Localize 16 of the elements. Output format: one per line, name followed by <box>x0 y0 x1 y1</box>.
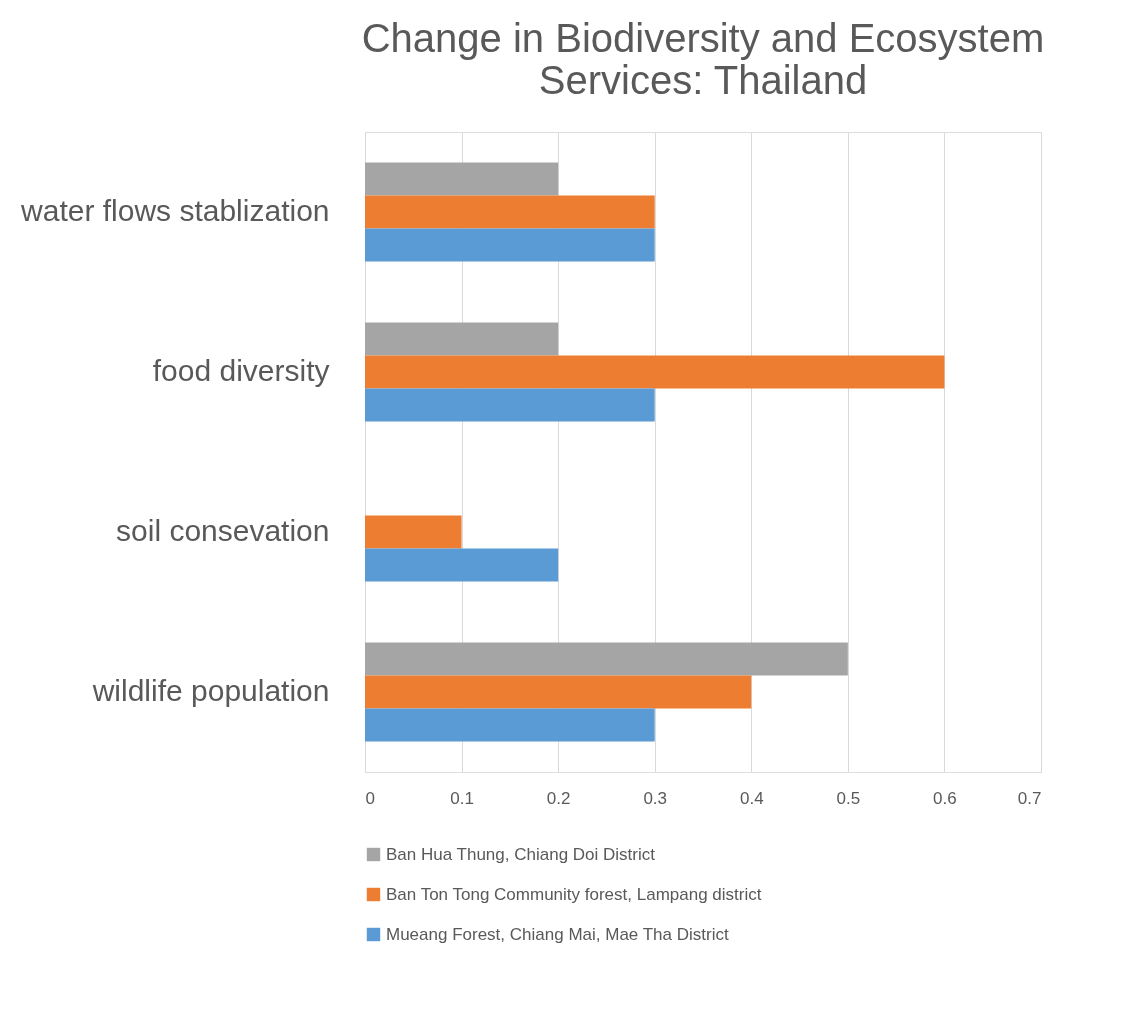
legend-label: Ban Ton Tong Community forest, Lampang district <box>386 884 762 904</box>
x-tick-label: 0.2 <box>546 788 571 808</box>
x-tick-label: 0.6 <box>933 788 957 808</box>
x-tick-label: 0.1 <box>450 788 474 808</box>
chart-title: Change in Biodiversity and Ecosystem Services: Thailand <box>361 16 1045 102</box>
x-tick-label: 0.7 <box>1017 788 1042 808</box>
y-tick-label: water flows stablization <box>20 194 330 227</box>
x-tick-label: 0 <box>365 788 375 808</box>
x-tick-label: 0.3 <box>643 788 668 808</box>
legend-label: Ban Hua Thung, Chiang Doi District <box>386 844 656 864</box>
legend-label: Mueang Forest, Chiang Mai, Mae Tha District <box>386 924 729 944</box>
y-tick-label: wildlife population <box>91 674 330 707</box>
y-tick-label: food diversity <box>152 354 330 387</box>
y-tick-label: soil consevation <box>116 514 330 547</box>
x-tick-label: 0.5 <box>836 788 861 808</box>
x-tick-label: 0.4 <box>739 788 764 808</box>
